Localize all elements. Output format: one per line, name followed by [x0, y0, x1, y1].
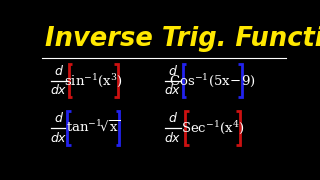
Text: $\mathregular{tan^{-1}\!\sqrt{x}}$: $\mathregular{tan^{-1}\!\sqrt{x}}$ — [66, 120, 121, 135]
Text: $dx$: $dx$ — [164, 84, 181, 98]
Text: $dx$: $dx$ — [164, 131, 181, 145]
Text: $d$: $d$ — [54, 111, 64, 125]
Text: $\mathregular{sin^{-1}(x^3)}$: $\mathregular{sin^{-1}(x^3)}$ — [64, 72, 123, 89]
Text: $\mathregular{Sec^{-1}(x^4)}$: $\mathregular{Sec^{-1}(x^4)}$ — [180, 119, 244, 136]
Text: $d$: $d$ — [168, 111, 178, 125]
Text: $\mathregular{Cos^{-1}(5x\!-\!9)}$: $\mathregular{Cos^{-1}(5x\!-\!9)}$ — [169, 72, 256, 89]
Text: $d$: $d$ — [168, 64, 178, 78]
Text: Inverse Trig. Functions: Inverse Trig. Functions — [45, 26, 320, 52]
Text: $d$: $d$ — [54, 64, 64, 78]
Text: $dx$: $dx$ — [50, 84, 67, 98]
Text: $dx$: $dx$ — [50, 131, 67, 145]
